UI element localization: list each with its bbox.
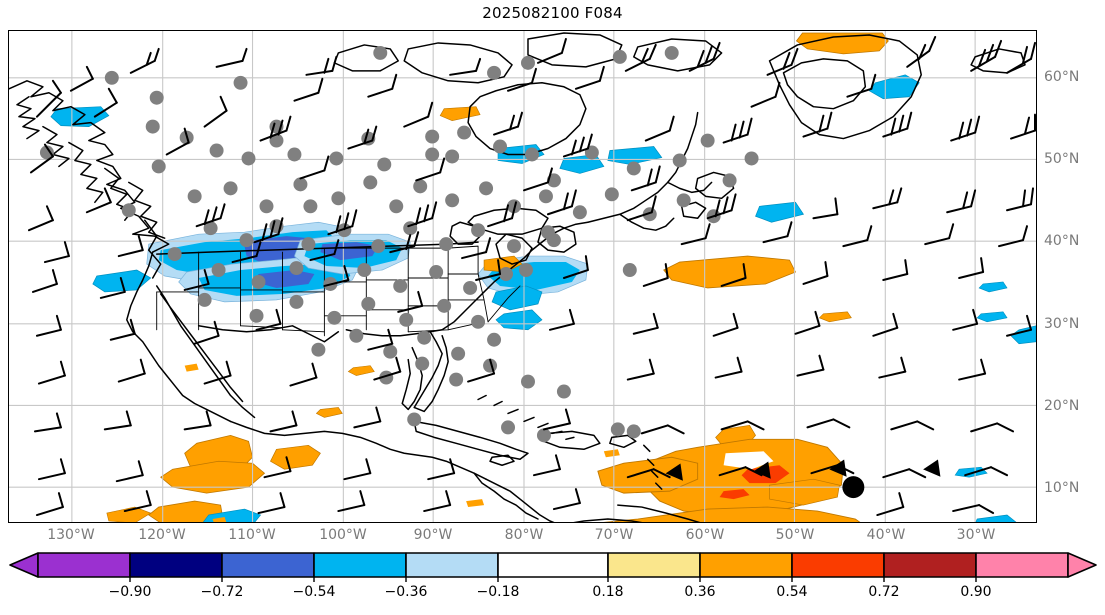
lon-tick-label: 130°W bbox=[47, 527, 95, 543]
lon-tick-label: 30°W bbox=[956, 527, 996, 543]
lon-tick-label: 90°W bbox=[413, 527, 453, 543]
lat-tick-label: 60°N bbox=[1044, 69, 1080, 85]
lon-tick-label: 50°W bbox=[775, 527, 815, 543]
colorbar-seg-3 bbox=[313, 552, 407, 578]
colorbar-tick-label: 0.90 bbox=[960, 584, 992, 600]
colorbar-seg-4 bbox=[405, 552, 499, 578]
highlight-marker[interactable] bbox=[842, 476, 865, 499]
colorbar-seg-2 bbox=[221, 552, 315, 578]
colorbar-seg-5 bbox=[497, 552, 609, 578]
lat-tick-label: 30°N bbox=[1044, 316, 1080, 332]
colorbar-extend-high bbox=[1067, 552, 1097, 578]
colorbar-tick-label: −0.36 bbox=[384, 584, 428, 600]
colorbar-seg-0 bbox=[37, 552, 131, 578]
colorbar-seg-1 bbox=[129, 552, 223, 578]
lon-tick-label: 60°W bbox=[685, 527, 725, 543]
lat-tick-label: 20°N bbox=[1044, 398, 1080, 414]
colorbar-seg-9 bbox=[883, 552, 977, 578]
colorbar-tick-label: −0.54 bbox=[292, 584, 336, 600]
colorbar-extend-low bbox=[9, 552, 39, 578]
lon-tick-label: 110°W bbox=[228, 527, 276, 543]
colorbar-seg-6 bbox=[607, 552, 701, 578]
colorbar-tick-label: −0.72 bbox=[200, 584, 244, 600]
lon-tick-label: 100°W bbox=[319, 527, 367, 543]
colorbar-tick-label: 0.36 bbox=[684, 584, 716, 600]
lon-tick-label: 70°W bbox=[594, 527, 634, 543]
colorbar-tick-label: 0.54 bbox=[776, 584, 808, 600]
colorbar-seg-10 bbox=[975, 552, 1069, 578]
lat-tick-label: 50°N bbox=[1044, 151, 1080, 167]
colorbar-tick-label: −0.18 bbox=[476, 584, 520, 600]
lon-tick-label: 80°W bbox=[504, 527, 544, 543]
map-plot-area[interactable] bbox=[8, 30, 1037, 523]
colorbar-seg-7 bbox=[699, 552, 793, 578]
colorbar[interactable]: −0.90 −0.72 −0.54 −0.36 −0.18 0.18 0.36 … bbox=[0, 548, 1105, 615]
map-canvas bbox=[9, 31, 1036, 522]
lon-tick-label: 120°W bbox=[138, 527, 186, 543]
wind-barb-layer bbox=[27, 35, 1036, 517]
lat-tick-label: 40°N bbox=[1044, 233, 1080, 249]
colorbar-tick-label: 0.18 bbox=[592, 584, 624, 600]
colorbar-tick-label: −0.90 bbox=[108, 584, 152, 600]
lon-tick-label: 40°W bbox=[866, 527, 906, 543]
page-title: 2025082100 F084 bbox=[482, 4, 623, 22]
lat-tick-label: 10°N bbox=[1044, 480, 1080, 496]
colorbar-tick-label: 0.72 bbox=[868, 584, 900, 600]
colorbar-seg-8 bbox=[791, 552, 885, 578]
colorbar-swatches bbox=[9, 552, 1097, 582]
